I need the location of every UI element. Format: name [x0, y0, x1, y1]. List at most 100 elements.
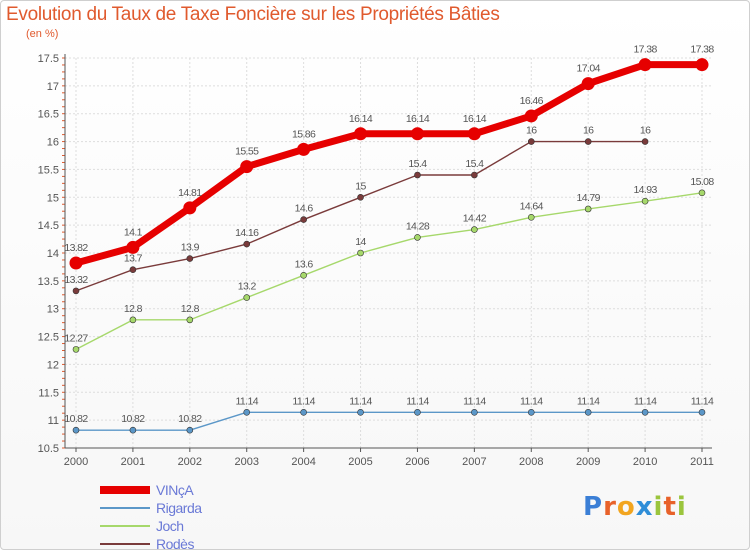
data-point-rod-s	[414, 171, 421, 179]
legend-label: Rodès	[156, 536, 194, 552]
data-label-rigarda: 11.14	[235, 395, 258, 407]
data-point-rigarda	[129, 426, 137, 434]
data-label-rigarda: 11.14	[349, 395, 372, 407]
data-point-vin-a	[240, 160, 254, 174]
x-tick-label: 2005	[348, 456, 372, 468]
y-tick-label: 11.5	[38, 387, 59, 399]
data-label-joch: 14	[355, 236, 366, 248]
data-label-rigarda: 10.82	[121, 413, 145, 425]
logo-letter: i	[653, 492, 664, 522]
data-point-rod-s	[129, 266, 137, 274]
data-label-joch: 14.64	[520, 200, 544, 212]
x-tick-label: 2009	[576, 456, 600, 468]
data-label-vin-a: 14.1	[124, 226, 143, 238]
data-label-vin-a: 17.38	[633, 44, 657, 56]
data-point-vin-a	[69, 256, 83, 270]
data-label-rigarda: 11.14	[634, 395, 657, 407]
data-point-rigarda	[414, 409, 421, 416]
x-tick-label: 2007	[462, 456, 486, 468]
data-point-rigarda	[584, 409, 592, 416]
legend-swatch	[100, 507, 150, 509]
data-point-joch	[471, 226, 478, 233]
data-point-joch	[186, 316, 194, 324]
data-label-rigarda: 11.14	[292, 395, 315, 407]
y-tick-label: 15.5	[38, 164, 59, 176]
data-label-vin-a: 16.14	[463, 113, 487, 125]
data-point-joch	[129, 316, 137, 324]
data-point-joch	[584, 205, 592, 213]
y-tick-label: 12.5	[38, 332, 59, 344]
legend-swatch	[100, 525, 150, 527]
data-label-rod-s: 13.32	[64, 274, 88, 286]
data-label-joch: 12.8	[124, 303, 143, 315]
data-point-rod-s	[72, 287, 80, 295]
data-point-vin-a	[183, 201, 197, 215]
data-label-rigarda: 11.14	[691, 395, 714, 407]
legend-label: VINçA	[156, 482, 194, 498]
data-label-rigarda: 11.14	[463, 395, 486, 407]
legend-swatch	[100, 543, 150, 545]
data-point-rigarda	[641, 409, 649, 416]
data-label-rigarda: 11.14	[520, 395, 543, 407]
logo-letter: r	[603, 492, 617, 522]
y-tick-label: 11	[48, 415, 59, 427]
data-point-joch	[527, 214, 535, 221]
y-tick-label: 14.5	[38, 220, 59, 232]
data-label-vin-a: 15.55	[235, 146, 259, 158]
data-label-rod-s: 14.6	[295, 203, 314, 215]
data-point-joch	[300, 271, 307, 279]
data-point-vin-a	[297, 142, 311, 156]
data-point-rigarda	[186, 426, 194, 434]
data-label-rigarda: 11.14	[406, 395, 429, 407]
data-point-rigarda	[243, 409, 251, 416]
data-label-joch: 14.42	[463, 213, 487, 225]
data-point-rigarda	[357, 409, 364, 416]
data-point-vin-a	[410, 127, 424, 141]
y-tick-label: 17	[47, 81, 59, 93]
data-label-joch: 13.2	[238, 281, 257, 293]
y-tick-label: 13	[47, 304, 59, 316]
data-label-vin-a: 17.38	[690, 44, 714, 56]
data-point-joch	[357, 249, 364, 257]
y-tick-label: 13.5	[38, 276, 59, 288]
y-tick-label: 10.5	[38, 443, 59, 455]
x-tick-label: 2004	[291, 456, 315, 468]
data-point-vin-a	[581, 77, 595, 91]
data-label-vin-a: 13.82	[64, 242, 88, 254]
data-label-rigarda: 10.82	[64, 413, 88, 425]
data-point-rod-s	[584, 138, 592, 145]
data-label-joch: 14.28	[406, 220, 430, 232]
x-tick-label: 2008	[519, 456, 543, 468]
data-label-rod-s: 13.7	[124, 253, 143, 265]
data-point-vin-a	[695, 58, 709, 72]
data-label-rod-s: 16	[583, 125, 594, 137]
data-label-vin-a: 16.46	[520, 95, 544, 107]
logo-letter: x	[635, 492, 654, 522]
data-point-rod-s	[243, 240, 251, 248]
data-point-joch	[641, 197, 649, 205]
logo-letter: i	[676, 492, 687, 522]
data-point-rod-s	[471, 171, 478, 179]
data-point-rod-s	[641, 138, 649, 145]
data-point-rigarda	[300, 409, 307, 416]
data-label-rod-s: 13.9	[181, 242, 200, 254]
data-label-vin-a: 17.04	[577, 63, 601, 75]
data-label-joch: 12.27	[64, 332, 88, 344]
data-label-joch: 12.8	[181, 303, 200, 315]
chart-unit-label: (en %)	[26, 28, 59, 40]
series-line-vin-a	[72, 61, 706, 267]
data-point-joch	[414, 234, 421, 241]
data-point-rigarda	[471, 409, 478, 416]
data-label-vin-a: 14.81	[178, 187, 202, 199]
data-point-vin-a	[354, 127, 368, 141]
data-point-rigarda	[698, 409, 706, 416]
y-tick-label: 16.5	[38, 109, 59, 121]
series-line-joch	[75, 192, 703, 351]
data-label-vin-a: 16.14	[406, 113, 430, 125]
data-label-vin-a: 16.14	[349, 113, 373, 125]
y-tick-label: 17.5	[38, 53, 59, 65]
data-label-rod-s: 15.4	[465, 158, 484, 170]
y-tick-label: 12	[47, 359, 59, 371]
